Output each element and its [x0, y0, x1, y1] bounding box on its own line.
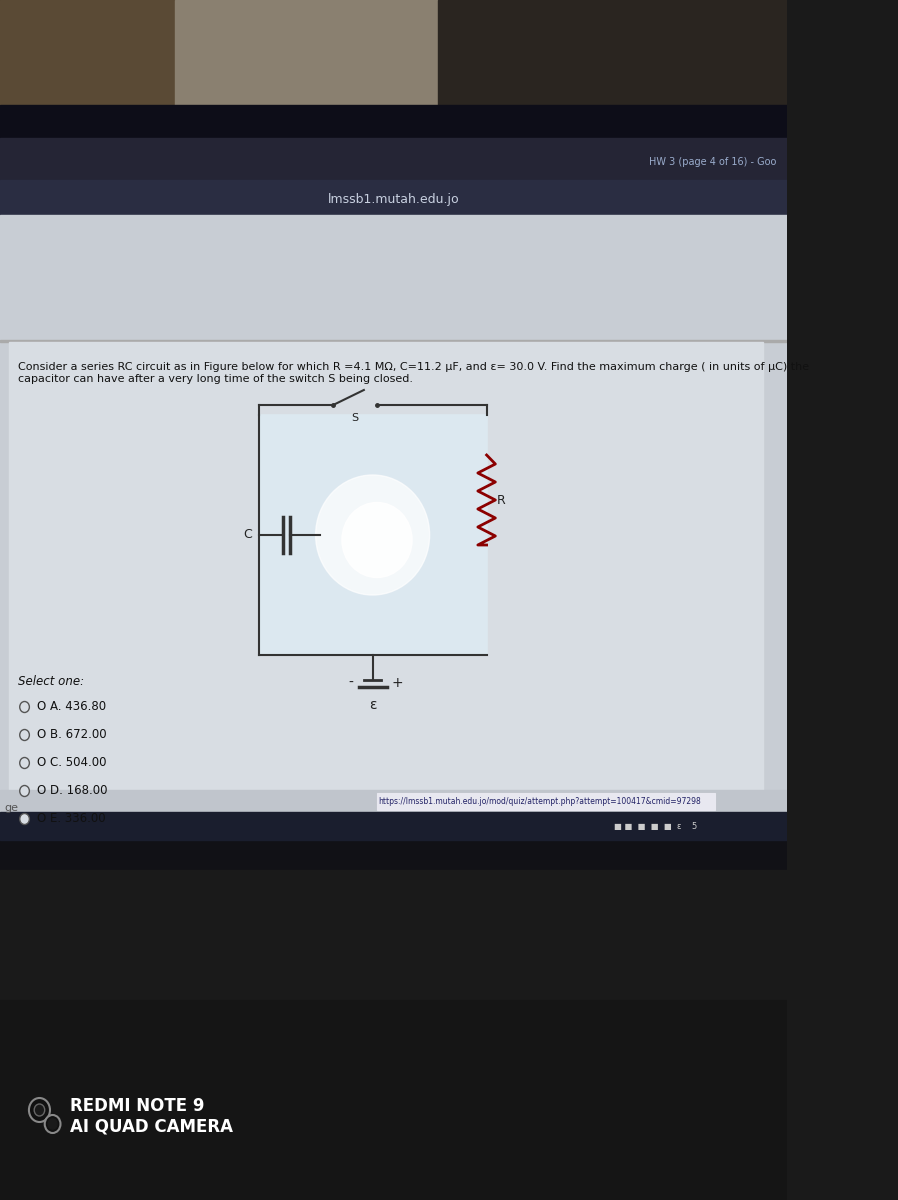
Text: -: -	[348, 676, 353, 690]
Bar	[377, 793, 715, 810]
Text: +: +	[392, 676, 403, 690]
Bar	[0, 812, 788, 840]
Bar	[0, 104, 788, 138]
Text: C: C	[242, 528, 251, 541]
Text: O A. 436.80: O A. 436.80	[37, 701, 106, 714]
Bar	[0, 180, 788, 215]
Text: ε: ε	[369, 698, 376, 712]
Bar	[0, 790, 788, 812]
Circle shape	[20, 814, 30, 824]
Bar	[0, 0, 788, 130]
Text: HW 3 (page 4 of 16) - Goo: HW 3 (page 4 of 16) - Goo	[648, 157, 776, 167]
Bar	[438, 0, 788, 120]
Text: O E. 336.00: O E. 336.00	[37, 812, 105, 826]
Bar	[0, 340, 788, 342]
Bar	[9, 342, 762, 790]
Circle shape	[20, 730, 30, 740]
Text: ge: ge	[4, 803, 18, 814]
Bar	[0, 215, 788, 810]
Circle shape	[48, 1118, 57, 1129]
Text: lmssb1.mutah.edu.jo: lmssb1.mutah.edu.jo	[328, 193, 460, 206]
Ellipse shape	[342, 503, 412, 577]
Text: S: S	[351, 413, 358, 422]
Circle shape	[20, 757, 30, 768]
Text: O B. 672.00: O B. 672.00	[37, 728, 107, 742]
Circle shape	[34, 1104, 45, 1116]
Bar	[0, 870, 788, 1000]
Bar	[0, 840, 788, 870]
Ellipse shape	[315, 475, 429, 595]
Text: Consider a series RC circuit as in Figure below for which R =4.1 MΩ, C=11.2 μF, : Consider a series RC circuit as in Figur…	[18, 362, 809, 384]
Text: O D. 168.00: O D. 168.00	[37, 785, 108, 798]
Text: R: R	[497, 493, 506, 506]
Circle shape	[45, 1115, 60, 1133]
Text: REDMI NOTE 9: REDMI NOTE 9	[70, 1097, 205, 1115]
Bar	[259, 415, 487, 655]
Text: Select one:: Select one:	[18, 674, 84, 688]
Bar	[0, 1000, 788, 1200]
Text: O C. 504.00: O C. 504.00	[37, 756, 106, 769]
Bar	[0, 138, 788, 180]
Circle shape	[20, 702, 30, 713]
Text: https://lmssb1.mutah.edu.jo/mod/quiz/attempt.php?attempt=100417&cmid=97298: https://lmssb1.mutah.edu.jo/mod/quiz/att…	[378, 798, 700, 806]
Bar	[175, 0, 438, 120]
Circle shape	[29, 1098, 50, 1122]
Circle shape	[20, 786, 30, 797]
Text: AI QUAD CAMERA: AI QUAD CAMERA	[70, 1117, 233, 1135]
Text: ■ ■  ■  ■  ■  ε    5: ■ ■ ■ ■ ■ ε 5	[613, 822, 697, 830]
Bar	[0, 0, 175, 110]
